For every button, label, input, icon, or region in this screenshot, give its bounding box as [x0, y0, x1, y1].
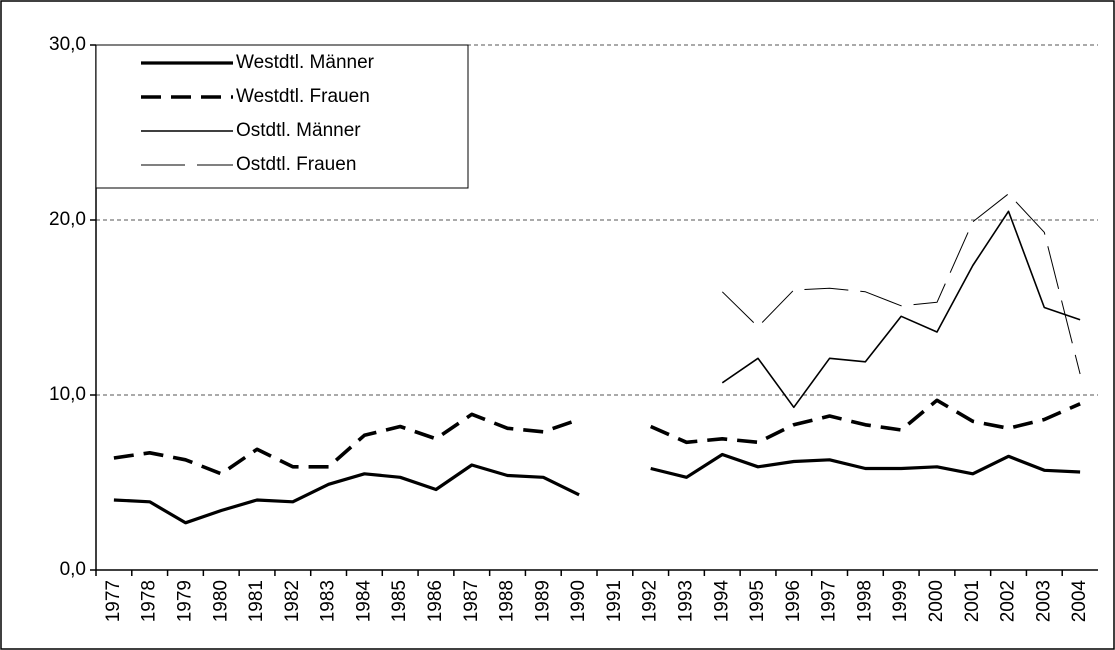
x-tick-label: 1980	[210, 580, 231, 622]
x-tick-label: 1993	[675, 580, 696, 622]
series-line	[113, 398, 1081, 476]
x-tick-label: 1982	[282, 580, 303, 622]
x-tick-label: 1977	[103, 580, 124, 622]
x-tick-label: 1998	[854, 580, 875, 622]
x-tick-label: 1978	[139, 580, 160, 622]
legend-label: Westdtl. Männer	[236, 52, 375, 73]
x-tick-label: 1996	[783, 580, 804, 622]
x-tick-label: 1984	[353, 580, 374, 623]
y-tick-label: 30,0	[49, 34, 86, 55]
x-tick-label: 2002	[998, 580, 1019, 622]
x-tick-label: 1995	[747, 580, 768, 622]
x-tick-label: 1987	[461, 580, 482, 622]
x-tick-label: 1983	[318, 580, 339, 622]
x-tick-label: 1991	[604, 580, 625, 622]
x-tick-label: 2000	[926, 580, 947, 622]
x-tick-label: 1985	[389, 580, 410, 622]
x-tick-label: 1992	[640, 580, 661, 622]
series-line	[721, 193, 1081, 375]
x-tick-label: 2003	[1033, 580, 1054, 622]
x-tick-label: 1989	[532, 580, 553, 622]
legend-label: Westdtl. Frauen	[236, 86, 370, 107]
legend-label: Ostdtl. Männer	[236, 120, 361, 141]
series-line	[113, 452, 1081, 525]
x-tick-label: 1997	[819, 580, 840, 622]
x-tick-label: 2001	[962, 580, 983, 622]
y-tick-label: 10,0	[49, 384, 86, 405]
x-tick-label: 1999	[890, 580, 911, 622]
legend-box	[95, 44, 469, 189]
x-tick-label: 1988	[497, 580, 518, 622]
x-tick-label: 1990	[568, 580, 589, 622]
x-tick-label: 1979	[174, 580, 195, 622]
x-tick-label: 1981	[246, 580, 267, 622]
x-tick-label: 1994	[711, 580, 732, 623]
series-line	[721, 210, 1081, 409]
legend-label: Ostdtl. Frauen	[236, 154, 356, 175]
x-tick-label: 1986	[425, 580, 446, 622]
x-tick-label: 2004	[1069, 580, 1090, 623]
y-tick-label: 20,0	[49, 209, 86, 230]
y-tick-label: 0,0	[60, 559, 86, 580]
